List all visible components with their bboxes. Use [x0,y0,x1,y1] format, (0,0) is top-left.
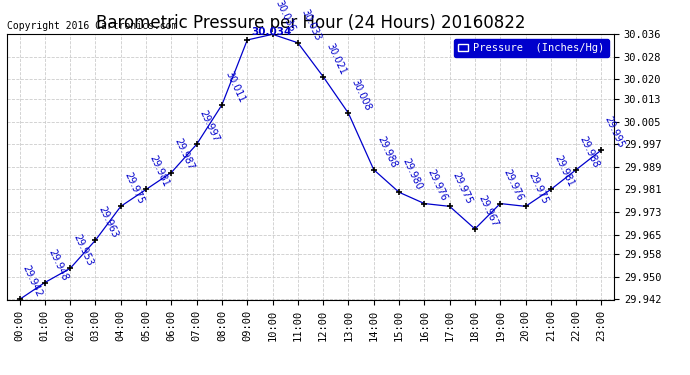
Text: 29.948: 29.948 [46,247,70,282]
Text: 29.963: 29.963 [97,205,120,240]
Text: 29.976: 29.976 [502,168,525,203]
Text: 29.981: 29.981 [552,154,575,189]
Text: 29.988: 29.988 [578,134,601,169]
Legend: Pressure  (Inches/Hg): Pressure (Inches/Hg) [454,39,609,57]
Text: 30.034: 30.034 [251,27,291,37]
Text: 29.953: 29.953 [72,233,95,268]
Text: 29.976: 29.976 [426,168,449,203]
Text: 29.975: 29.975 [527,171,550,206]
Text: 29.967: 29.967 [476,194,500,228]
Text: 29.981: 29.981 [148,154,170,189]
Text: 29.988: 29.988 [375,134,398,169]
Text: 29.997: 29.997 [198,109,221,144]
Text: Copyright 2016 Cartronics.com: Copyright 2016 Cartronics.com [7,21,177,31]
Text: 30.021: 30.021 [324,41,348,76]
Text: 30.008: 30.008 [350,78,373,113]
Text: 29.975: 29.975 [451,171,474,206]
Text: 30.036: 30.036 [274,0,297,34]
Title: Barometric Pressure per Hour (24 Hours) 20160822: Barometric Pressure per Hour (24 Hours) … [96,14,525,32]
Text: 29.975: 29.975 [122,171,146,206]
Text: 29.980: 29.980 [400,157,424,192]
Text: 29.942: 29.942 [21,264,44,299]
Text: 30.011: 30.011 [224,69,246,104]
Text: 29.995: 29.995 [603,114,626,149]
Text: 30.033: 30.033 [299,8,322,42]
Text: 29.987: 29.987 [172,137,196,172]
